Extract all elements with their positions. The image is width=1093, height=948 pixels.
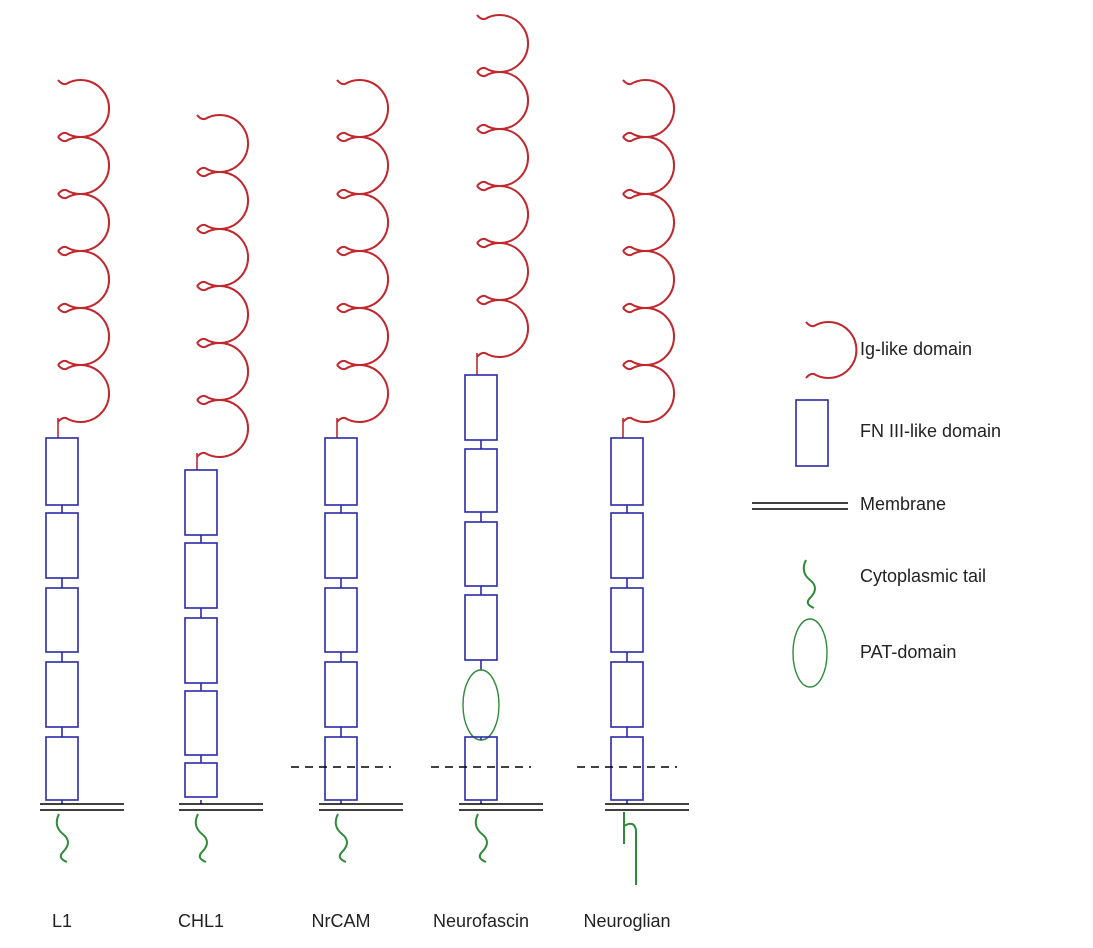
fn3-domain	[611, 737, 643, 800]
protein-label: Neuroglian	[583, 911, 670, 931]
protein-label: CHL1	[178, 911, 224, 931]
legend-pat	[793, 619, 827, 687]
pat-domain	[463, 670, 499, 740]
legend-tail	[804, 560, 815, 608]
fn3-domain	[185, 543, 217, 608]
ig-domain	[197, 400, 248, 457]
fn3-domain	[185, 470, 217, 535]
fn3-domain	[46, 662, 78, 727]
ig-domain	[197, 229, 248, 286]
fn3-domain	[325, 513, 357, 578]
ig-domain	[623, 80, 674, 137]
legend-fn3	[796, 400, 828, 466]
ig-domain	[477, 15, 528, 72]
protein-label: NrCAM	[312, 911, 371, 931]
fn3-domain	[611, 662, 643, 727]
fn3-domain	[185, 691, 217, 755]
cytoplasmic-tail	[196, 814, 207, 862]
fn3-domain	[185, 618, 217, 683]
cytoplasmic-tail	[336, 814, 347, 862]
legend-label: PAT-domain	[860, 642, 956, 662]
ig-domain	[197, 343, 248, 400]
ig-domain	[623, 137, 674, 194]
cytoplasmic-tail	[57, 814, 68, 862]
fn3-domain	[46, 438, 78, 505]
ig-domain	[477, 129, 528, 186]
ig-domain	[477, 186, 528, 243]
ig-domain	[623, 194, 674, 251]
fn3-domain	[611, 588, 643, 652]
ig-domain	[623, 308, 674, 365]
fn3-domain	[185, 763, 217, 797]
ig-domain	[477, 72, 528, 129]
ig-domain	[58, 308, 109, 365]
ig-domain	[337, 137, 388, 194]
fn3-domain	[611, 438, 643, 505]
protein-label: Neurofascin	[433, 911, 529, 931]
cytoplasmic-tail	[624, 812, 636, 885]
fn3-domain	[465, 522, 497, 586]
ig-domain	[337, 365, 388, 422]
ig-domain	[337, 308, 388, 365]
ig-domain	[58, 80, 109, 137]
fn3-domain	[611, 513, 643, 578]
ig-domain	[197, 172, 248, 229]
cytoplasmic-tail	[476, 814, 487, 862]
ig-domain	[58, 137, 109, 194]
protein-label: L1	[52, 911, 72, 931]
fn3-domain	[325, 662, 357, 727]
ig-domain	[337, 251, 388, 308]
fn3-domain	[465, 595, 497, 660]
legend-label: FN III-like domain	[860, 421, 1001, 441]
ig-domain	[197, 286, 248, 343]
ig-domain	[58, 194, 109, 251]
ig-domain	[337, 80, 388, 137]
legend-label: Membrane	[860, 494, 946, 514]
ig-domain	[58, 251, 109, 308]
ig-domain	[337, 194, 388, 251]
ig-domain	[58, 365, 109, 422]
ig-domain	[477, 300, 528, 357]
fn3-domain	[465, 737, 497, 800]
fn3-domain	[46, 588, 78, 652]
ig-domain	[806, 322, 856, 378]
fn3-domain	[325, 588, 357, 652]
fn3-domain	[46, 513, 78, 578]
ig-domain	[197, 115, 248, 172]
ig-domain	[623, 251, 674, 308]
fn3-domain	[46, 737, 78, 800]
fn3-domain	[465, 449, 497, 512]
legend-label: Ig-like domain	[860, 339, 972, 359]
diagram: L1 CHL1 NrCAM Neurofascin Neuroglian Ig-like …	[0, 0, 1093, 948]
legend-label: Cytoplasmic tail	[860, 566, 986, 586]
fn3-domain	[465, 375, 497, 440]
fn3-domain	[325, 438, 357, 505]
ig-domain	[477, 243, 528, 300]
ig-domain	[623, 365, 674, 422]
fn3-domain	[325, 737, 357, 800]
